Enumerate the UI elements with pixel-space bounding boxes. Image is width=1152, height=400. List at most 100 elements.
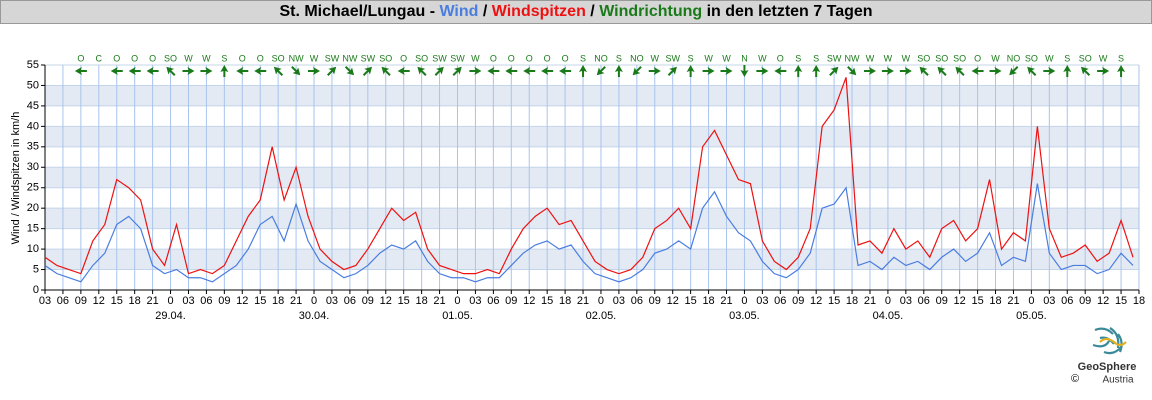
plot-background <box>44 64 1140 291</box>
x-tick-label: 12 <box>93 295 105 307</box>
x-tick-label: 21 <box>290 295 302 307</box>
direction-arrow <box>397 67 410 75</box>
direction-label: O <box>131 53 138 63</box>
direction-arrow <box>559 67 572 75</box>
logo-country: Austria <box>1102 375 1134 386</box>
x-tick-label: 0 <box>598 295 604 307</box>
x-tick-label: 12 <box>954 295 966 307</box>
direction-arrow <box>899 67 912 75</box>
direction-arrow <box>667 66 677 76</box>
x-tick-label: 18 <box>272 295 284 307</box>
direction-label: W <box>902 53 911 63</box>
direction-label: SO <box>1079 53 1092 63</box>
direction-label: SO <box>164 53 177 63</box>
x-tick-label: 15 <box>111 295 123 307</box>
title-part: Windrichtung <box>599 3 703 20</box>
direction-label: W <box>1045 53 1054 63</box>
x-tick-label: 12 <box>667 295 679 307</box>
direction-label: SO <box>935 53 948 63</box>
direction-arrow <box>1043 67 1056 75</box>
date-label: 30.04. <box>299 310 330 322</box>
x-tick-label: 06 <box>1061 295 1073 307</box>
series-line <box>44 77 1134 275</box>
x-tick-label: 18 <box>1133 295 1145 307</box>
x-tick-label: 09 <box>792 295 804 307</box>
x-tick-label: 15 <box>1115 295 1127 307</box>
x-tick-label: 09 <box>505 295 517 307</box>
x-tick-label: 15 <box>685 295 697 307</box>
direction-label: SO <box>953 53 966 63</box>
direction-arrow <box>1097 67 1110 75</box>
direction-arrow <box>417 66 427 76</box>
direction-label: O <box>400 53 407 63</box>
direction-arrow <box>291 66 301 76</box>
direction-label: O <box>562 53 569 63</box>
x-tick-label: 06 <box>918 295 930 307</box>
direction-arrow <box>937 66 947 76</box>
date-label: 02.05. <box>586 310 617 322</box>
x-tick-label: 12 <box>236 295 248 307</box>
x-tick-label: 0 <box>741 295 747 307</box>
direction-label: SO <box>917 53 930 63</box>
direction-arrow <box>774 67 787 75</box>
y-tick-label: 45 <box>27 100 39 112</box>
date-label: 05.05. <box>1016 310 1047 322</box>
direction-arrow <box>614 65 623 77</box>
x-tick-label: 09 <box>1079 295 1091 307</box>
date-label: 29.04. <box>155 310 186 322</box>
x-tick-label: 03 <box>1043 295 1055 307</box>
direction-arrow <box>829 66 839 76</box>
x-tick-label: 03 <box>756 295 768 307</box>
x-tick-label: 03 <box>469 295 481 307</box>
direction-arrow <box>452 66 462 76</box>
title-part: / <box>478 3 492 20</box>
x-tick-label: 18 <box>702 295 714 307</box>
x-tick-label: 06 <box>344 295 356 307</box>
title-part: Windspitzen <box>491 3 586 20</box>
direction-arrow <box>686 65 695 77</box>
x-tick-label: 0 <box>454 295 460 307</box>
direction-label: W <box>704 53 713 63</box>
direction-label: O <box>974 53 981 63</box>
direction-arrow <box>236 67 249 75</box>
y-tick-label: 40 <box>27 120 39 132</box>
direction-label: NO <box>594 53 608 63</box>
direction-arrow <box>1027 66 1037 76</box>
direction-arrow <box>1009 66 1019 76</box>
y-tick-label: 15 <box>27 223 39 235</box>
x-tick-label: 12 <box>810 295 822 307</box>
x-tick-label: 09 <box>649 295 661 307</box>
direction-label: W <box>722 53 731 63</box>
x-tick-label: 18 <box>129 295 141 307</box>
band <box>45 85 1139 106</box>
x-tick-label: 12 <box>380 295 392 307</box>
direction-label: NO <box>1007 53 1021 63</box>
direction-arrow <box>720 67 733 75</box>
y-axis-label: Wind / Windspitzen in km/h <box>10 112 22 245</box>
direction-arrow <box>327 66 337 76</box>
y-tick-label: 25 <box>27 182 39 194</box>
x-tick-label: 15 <box>254 295 266 307</box>
x-tick-label: 09 <box>75 295 87 307</box>
x-tick-label: 18 <box>846 295 858 307</box>
direction-arrow <box>740 65 749 77</box>
direction-arrow <box>1063 65 1072 77</box>
direction-label: W <box>310 53 319 63</box>
direction-arrow <box>434 66 444 76</box>
direction-label: W <box>884 53 893 63</box>
y-tick-label: 55 <box>27 59 39 71</box>
x-tick-label: 15 <box>828 295 840 307</box>
x-tick-label: 0 <box>1028 295 1034 307</box>
y-tick-label: 30 <box>27 161 39 173</box>
direction-arrow <box>254 67 267 75</box>
date-label: 01.05. <box>442 310 473 322</box>
direction-arrow <box>166 66 176 76</box>
direction-label: W <box>471 53 480 63</box>
y-tick-label: 0 <box>33 284 39 296</box>
direction-label: W <box>866 53 875 63</box>
date-label: 04.05. <box>873 310 904 322</box>
x-tick-label: 21 <box>577 295 589 307</box>
direction-arrow <box>989 67 1002 75</box>
band <box>45 126 1139 147</box>
direction-label: NW <box>289 53 304 63</box>
